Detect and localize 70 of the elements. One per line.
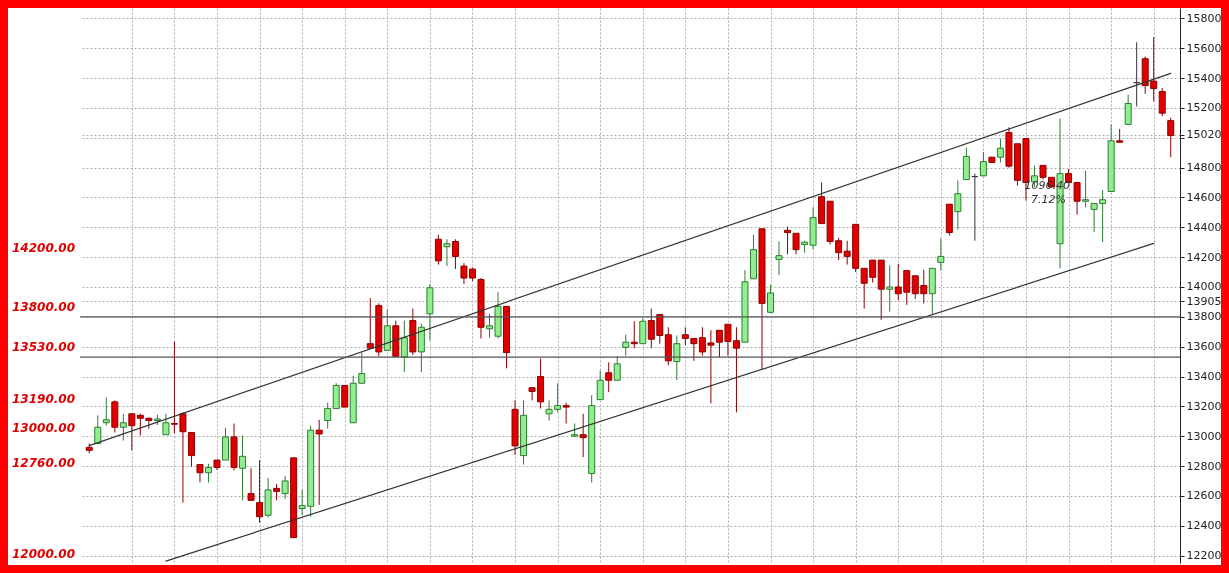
y-tick-label: 15800 bbox=[1186, 11, 1222, 25]
candlestick bbox=[1082, 170, 1090, 208]
y-tick-label: 13905 bbox=[1186, 294, 1222, 308]
text: 13000.00 bbox=[12, 421, 76, 435]
candlestick bbox=[673, 334, 681, 381]
candlestick bbox=[324, 402, 332, 430]
text: 14200.00 bbox=[12, 241, 76, 255]
candlestick bbox=[1124, 94, 1132, 125]
ref-line-label: 13530.00 bbox=[12, 340, 76, 355]
candlestick bbox=[562, 402, 570, 424]
candlestick bbox=[102, 396, 110, 427]
candlestick bbox=[1158, 87, 1166, 117]
y-tick-label: 15600 bbox=[1186, 41, 1222, 55]
y-tick-label: 14400 bbox=[1186, 220, 1222, 234]
candlestick bbox=[1167, 117, 1175, 158]
candlestick bbox=[332, 382, 340, 410]
y-tick-label: 12800 bbox=[1186, 459, 1222, 473]
candlestick bbox=[443, 238, 451, 267]
y-tick-label: 14000 bbox=[1186, 280, 1222, 294]
candlestick bbox=[596, 370, 604, 401]
candlestick bbox=[605, 361, 613, 393]
candlestick bbox=[886, 264, 894, 313]
y-tick-label: 13800 bbox=[1186, 310, 1222, 324]
y-tick-label: 15020 bbox=[1186, 128, 1222, 142]
candlestick bbox=[451, 238, 459, 270]
y-tick-label: 14200 bbox=[1186, 250, 1222, 264]
y-tick-label: 14600 bbox=[1186, 190, 1222, 204]
candlestick bbox=[281, 475, 289, 500]
candlestick bbox=[613, 355, 621, 381]
text: 13190.00 bbox=[12, 392, 76, 406]
text: 12000.00 bbox=[12, 547, 76, 561]
candlestick bbox=[434, 234, 442, 266]
y-tick-label: 13400 bbox=[1186, 370, 1222, 384]
candlestick bbox=[247, 467, 255, 501]
candlestick bbox=[400, 320, 408, 373]
y-tick-label: 13600 bbox=[1186, 340, 1222, 354]
candlestick bbox=[128, 413, 136, 451]
y-tick-label: 13200 bbox=[1186, 399, 1222, 413]
y-tick-label: 15400 bbox=[1186, 71, 1222, 85]
candlestick bbox=[979, 151, 987, 177]
candlestick bbox=[784, 226, 792, 255]
ref-line-label: 13800.00 bbox=[12, 299, 76, 314]
candlestick bbox=[639, 317, 647, 345]
candlestick bbox=[222, 427, 230, 461]
candlestick bbox=[162, 413, 170, 436]
y-tick-label: 12200 bbox=[1186, 549, 1222, 563]
y-tick-label: 12600 bbox=[1186, 489, 1222, 503]
candlestick bbox=[341, 384, 349, 408]
y-tick-label: 12400 bbox=[1186, 519, 1222, 533]
y-tick-label: 13000 bbox=[1186, 429, 1222, 443]
candlestick bbox=[996, 138, 1004, 163]
candlestick bbox=[256, 459, 264, 524]
candlestick bbox=[767, 284, 775, 313]
text: 12760.00 bbox=[12, 456, 76, 470]
candlestick bbox=[315, 419, 323, 506]
candlestick bbox=[954, 179, 962, 231]
candlestick bbox=[962, 147, 970, 181]
candlestick bbox=[792, 232, 800, 255]
candlestick bbox=[579, 413, 587, 458]
candlestick bbox=[775, 240, 783, 276]
y-tick-label: 14800 bbox=[1186, 161, 1222, 175]
candlestick bbox=[937, 238, 945, 272]
candlestick bbox=[187, 431, 195, 468]
y-tick-label: 15200 bbox=[1186, 101, 1222, 115]
candlestick bbox=[119, 413, 127, 442]
candlestick bbox=[196, 464, 204, 483]
candlestick bbox=[94, 414, 102, 445]
candlestick bbox=[239, 434, 247, 501]
candlestick bbox=[204, 463, 212, 483]
candlestick bbox=[622, 334, 630, 357]
